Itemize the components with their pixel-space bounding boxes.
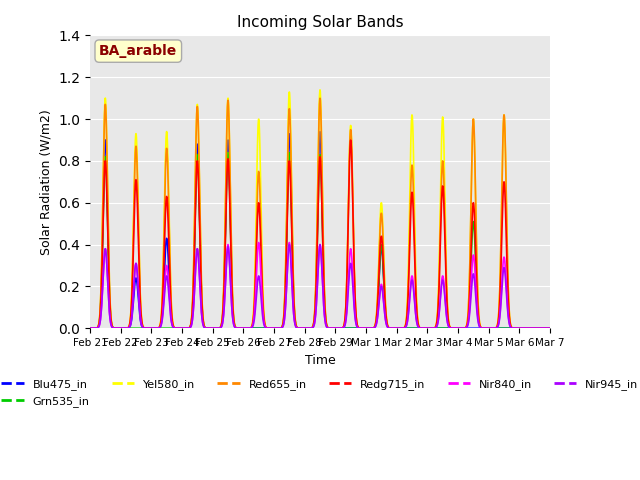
Grn535_in	[343, 325, 351, 331]
Redg715_in	[546, 325, 554, 331]
Red655_in	[343, 279, 351, 285]
Redg715_in	[506, 317, 513, 323]
Nir840_in	[453, 325, 461, 331]
Nir945_in	[333, 325, 340, 331]
Yel580_in	[343, 278, 351, 284]
Red655_in	[506, 313, 513, 319]
Nir840_in	[255, 240, 262, 245]
Blu475_in	[214, 325, 222, 331]
Yel580_in	[316, 87, 324, 93]
Line: Yel580_in: Yel580_in	[90, 90, 550, 328]
Blu475_in	[239, 325, 247, 331]
Yel580_in	[518, 325, 526, 331]
Nir945_in	[516, 325, 524, 331]
Line: Nir945_in: Nir945_in	[90, 245, 550, 328]
Nir945_in	[214, 325, 222, 331]
Redg715_in	[342, 288, 350, 294]
Yel580_in	[333, 325, 340, 331]
Redg715_in	[214, 325, 222, 331]
Grn535_in	[117, 325, 125, 331]
Grn535_in	[214, 325, 222, 331]
Red655_in	[316, 96, 324, 101]
Redg715_in	[347, 137, 355, 143]
Redg715_in	[453, 325, 461, 331]
Blu475_in	[454, 325, 461, 331]
Redg715_in	[86, 325, 94, 331]
X-axis label: Time: Time	[305, 354, 335, 367]
Redg715_in	[333, 325, 340, 331]
Nir945_in	[86, 325, 94, 331]
Grn535_in	[506, 325, 514, 331]
Line: Red655_in: Red655_in	[90, 98, 550, 328]
Blu475_in	[316, 129, 324, 135]
Red655_in	[546, 325, 554, 331]
Grn535_in	[86, 325, 94, 331]
Line: Redg715_in: Redg715_in	[90, 140, 550, 328]
Nir945_in	[343, 310, 351, 316]
Redg715_in	[518, 325, 526, 331]
Yel580_in	[506, 313, 513, 319]
Blu475_in	[86, 325, 94, 331]
Redg715_in	[516, 325, 524, 331]
Yel580_in	[546, 325, 554, 331]
Line: Nir840_in: Nir840_in	[90, 242, 550, 328]
Y-axis label: Solar Radiation (W/m2): Solar Radiation (W/m2)	[40, 109, 52, 255]
Yel580_in	[516, 325, 524, 331]
Nir840_in	[214, 325, 222, 331]
Yel580_in	[214, 325, 222, 331]
Nir945_in	[518, 325, 526, 331]
Yel580_in	[86, 325, 94, 331]
Yel580_in	[453, 325, 461, 331]
Nir840_in	[516, 325, 524, 331]
Title: Incoming Solar Bands: Incoming Solar Bands	[237, 15, 403, 30]
Nir840_in	[86, 325, 94, 331]
Red655_in	[516, 325, 524, 331]
Blu475_in	[506, 325, 514, 331]
Nir945_in	[285, 242, 293, 248]
Blu475_in	[343, 325, 351, 331]
Nir840_in	[343, 307, 351, 312]
Blu475_in	[518, 325, 526, 331]
Grn535_in	[518, 325, 526, 331]
Red655_in	[333, 325, 340, 331]
Blu475_in	[546, 325, 554, 331]
Grn535_in	[224, 150, 232, 156]
Red655_in	[86, 325, 94, 331]
Grn535_in	[546, 325, 554, 331]
Line: Blu475_in: Blu475_in	[90, 132, 550, 328]
Red655_in	[214, 325, 222, 331]
Nir945_in	[453, 325, 461, 331]
Nir945_in	[546, 325, 554, 331]
Blu475_in	[333, 325, 340, 331]
Nir945_in	[506, 322, 513, 328]
Grn535_in	[454, 325, 461, 331]
Nir840_in	[518, 325, 526, 331]
Legend: Blu475_in, Grn535_in, Yel580_in, Red655_in, Redg715_in, Nir840_in, Nir945_in: Blu475_in, Grn535_in, Yel580_in, Red655_…	[0, 375, 640, 411]
Nir840_in	[546, 325, 554, 331]
Line: Grn535_in: Grn535_in	[90, 153, 550, 328]
Nir840_in	[333, 325, 340, 331]
Red655_in	[518, 325, 526, 331]
Text: BA_arable: BA_arable	[99, 44, 177, 58]
Red655_in	[453, 325, 461, 331]
Nir840_in	[506, 322, 513, 327]
Grn535_in	[333, 325, 340, 331]
